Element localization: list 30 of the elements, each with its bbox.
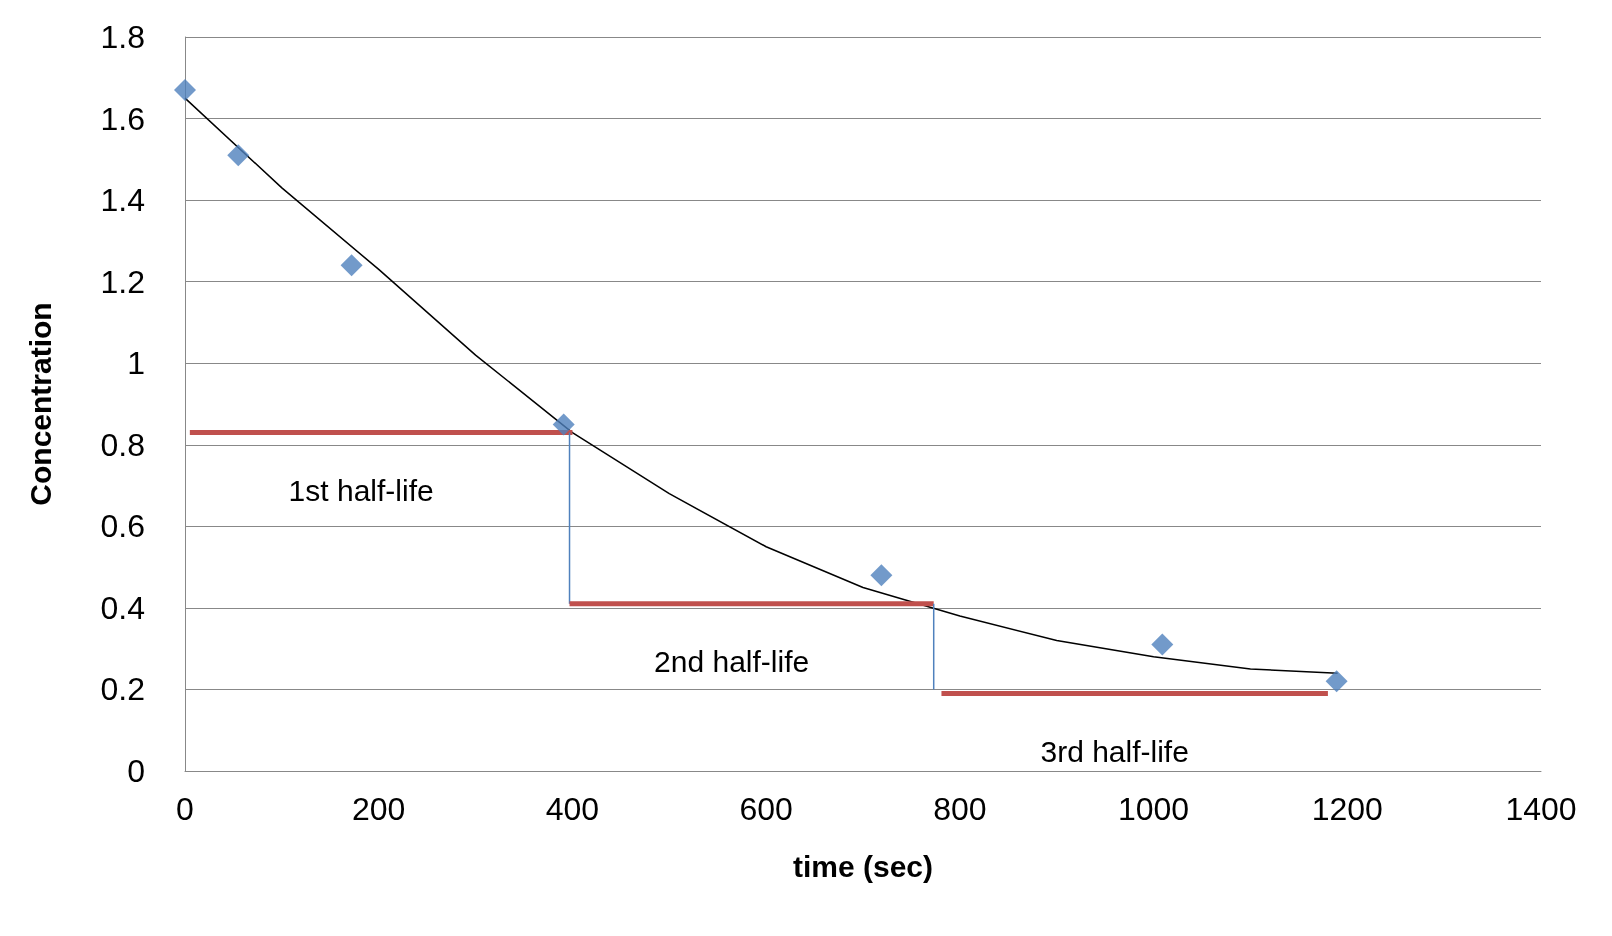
x-tick-label: 1000	[1117, 791, 1190, 827]
series-label: 2nd half-life	[654, 645, 810, 679]
x-tick-label: 600	[739, 791, 793, 827]
series-label: 1st half-life	[288, 474, 434, 508]
y-tick-label: 1.6	[100, 100, 145, 137]
y-tick-label: 1	[127, 345, 145, 382]
y-tick-label: 0.4	[100, 589, 145, 626]
x-tick-label: 1400	[1505, 791, 1577, 827]
point	[340, 254, 363, 277]
y-tick-label: 0.2	[100, 671, 145, 708]
x-tick-label: 200	[352, 791, 406, 827]
point	[870, 564, 893, 587]
y-tick-label: 1.2	[100, 263, 145, 300]
x-axis-title: time (sec)	[792, 849, 934, 883]
y-axis-title: Concentration	[23, 302, 57, 506]
x-tick-label: 800	[933, 791, 987, 827]
y-tick-label: 0.8	[100, 426, 145, 463]
point	[1151, 633, 1174, 656]
x-tick-label: 1200	[1311, 791, 1383, 827]
point	[552, 413, 575, 436]
x-tick-label: 400	[545, 791, 600, 827]
point	[1325, 670, 1348, 693]
y-tick-label: 1.4	[100, 182, 145, 219]
point	[227, 144, 250, 167]
y-tick-label: 0.6	[100, 508, 145, 545]
point	[174, 79, 196, 102]
series-label: 3rd half-life	[1040, 735, 1189, 769]
x-tick-label: 0	[176, 791, 194, 827]
y-tick-label: 1.8	[100, 19, 145, 55]
y-tick-label: 0	[127, 753, 145, 789]
